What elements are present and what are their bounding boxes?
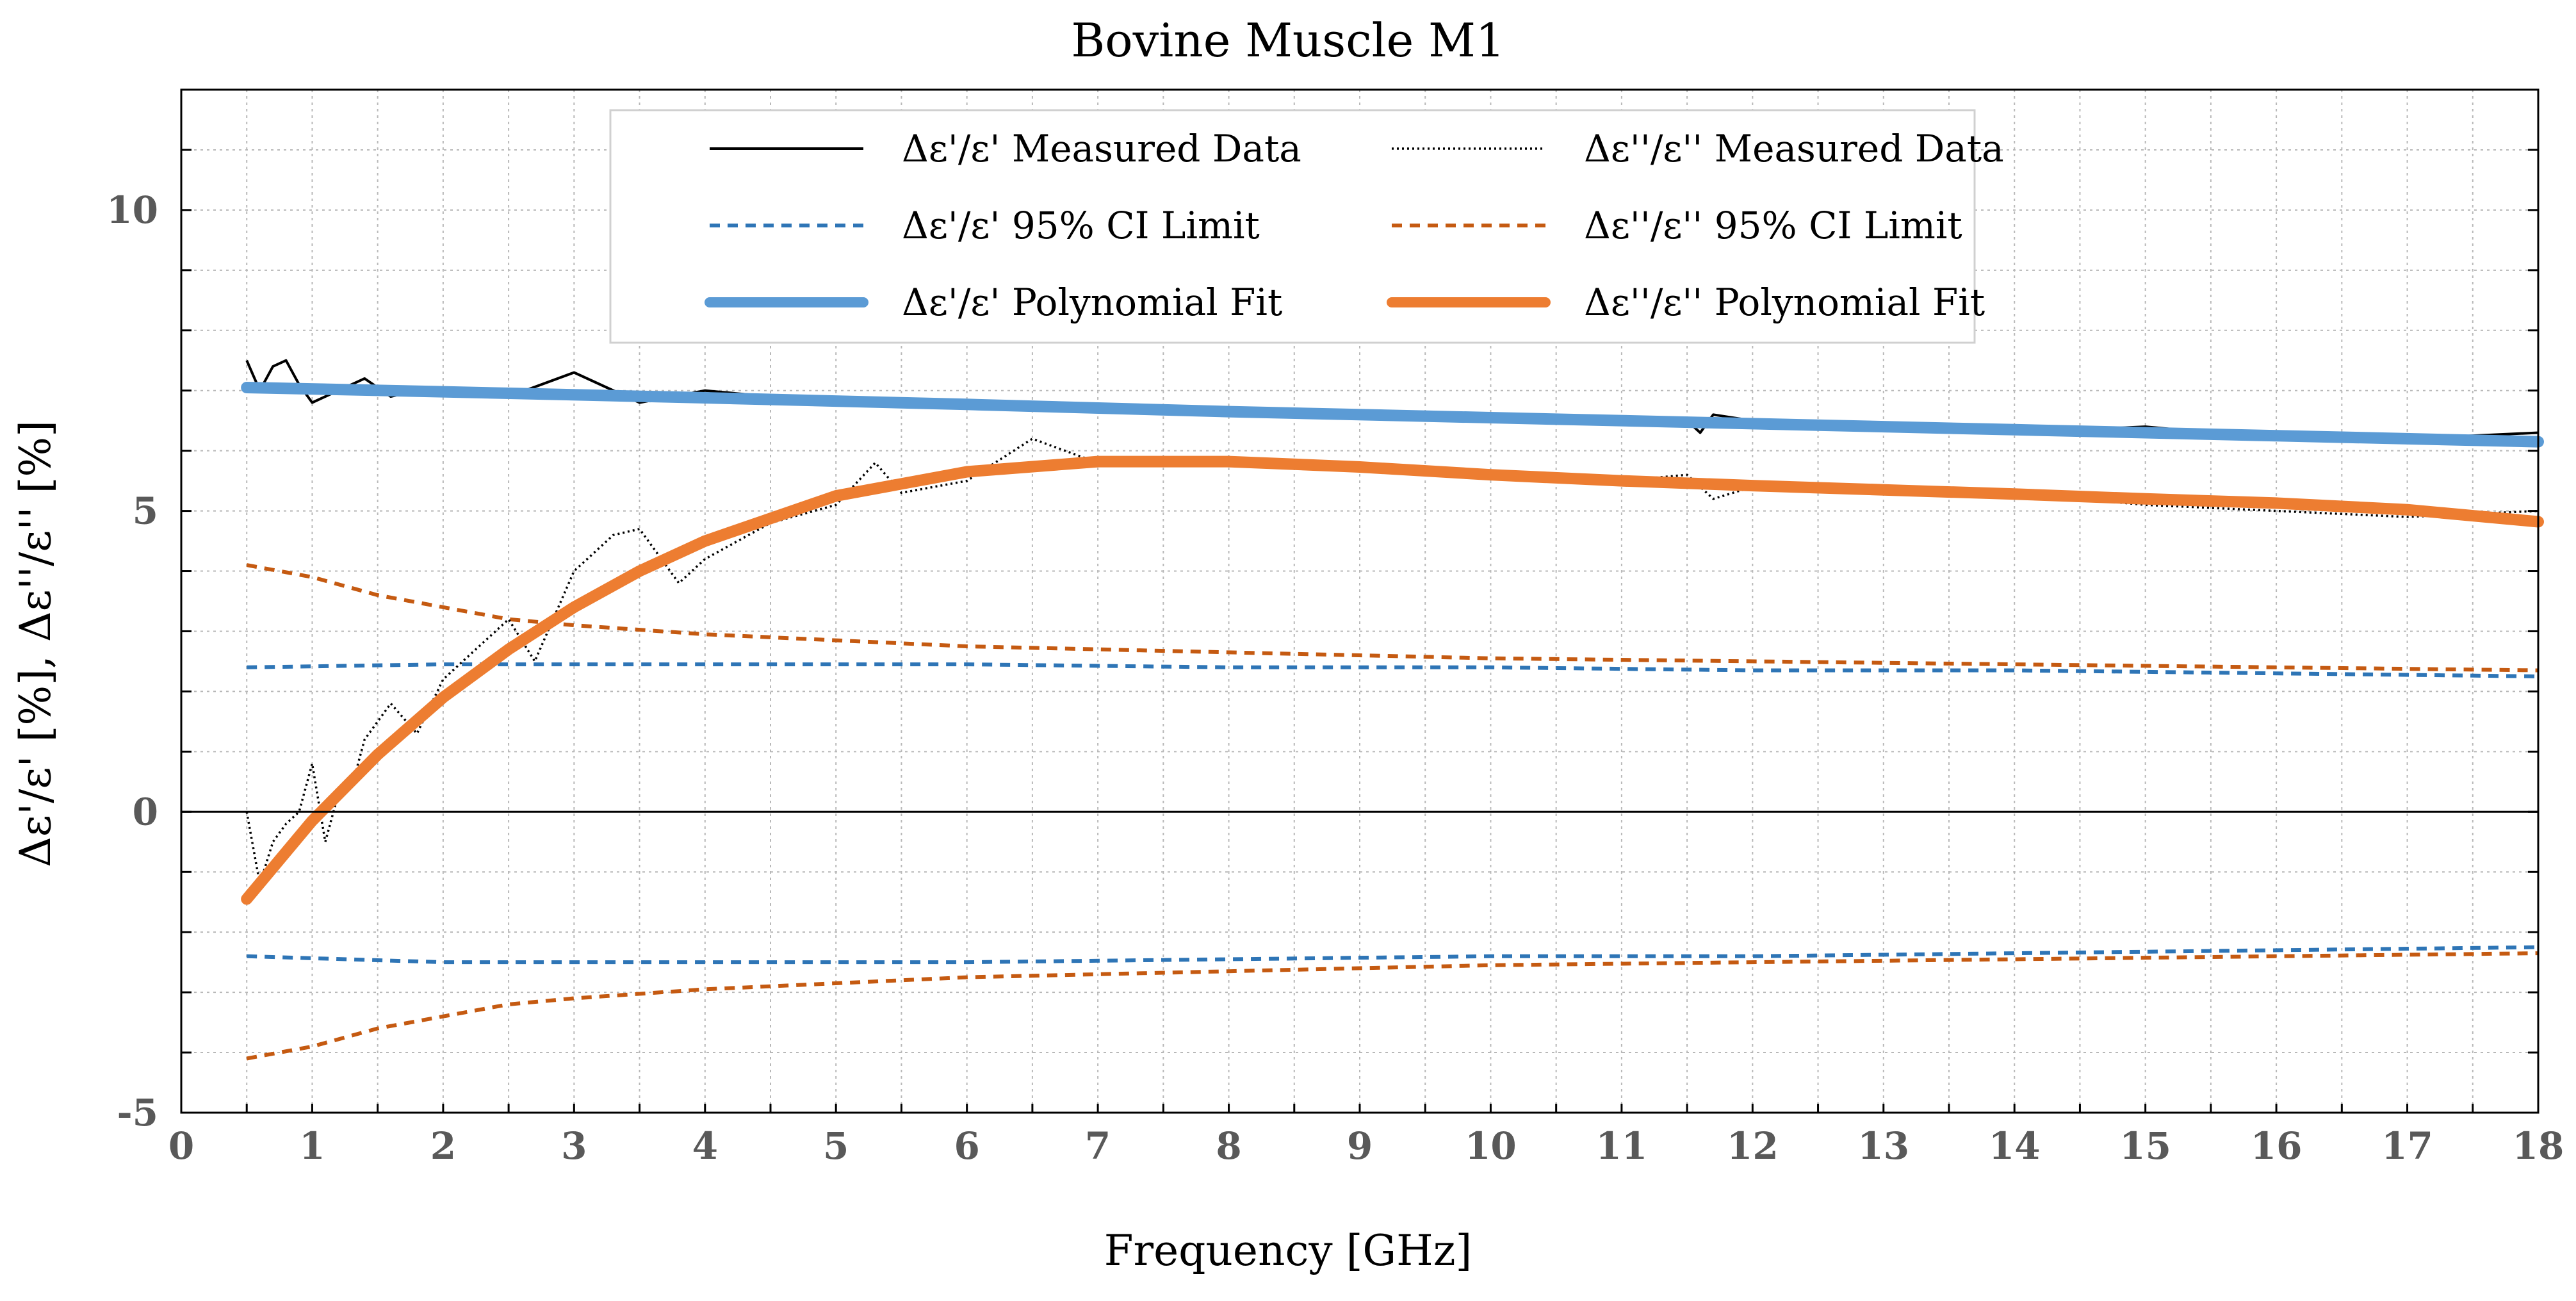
x-tick-label: 15 <box>2119 1124 2171 1168</box>
x-tick-label: 10 <box>1465 1124 1517 1168</box>
x-tick-label: 13 <box>1857 1124 1909 1168</box>
series-eps2-fit <box>241 455 2544 905</box>
x-tick-label: 5 <box>823 1124 849 1168</box>
legend-label: Δε''/ε'' Polynomial Fit <box>1584 281 1985 324</box>
x-tick-label: 4 <box>692 1124 718 1168</box>
x-tick-label: 9 <box>1347 1124 1373 1168</box>
legend-label: Δε'/ε' Measured Data <box>902 127 1301 170</box>
x-tick-label: 11 <box>1596 1124 1648 1168</box>
series-layer <box>241 359 2544 1061</box>
y-tick-label: 0 <box>133 790 158 833</box>
x-axis-title: Frequency [GHz] <box>1104 1226 1472 1275</box>
legend-label: Δε''/ε'' Measured Data <box>1584 127 2004 170</box>
series-eps1-ci-upper <box>247 662 2539 678</box>
series-eps2-ci-upper <box>246 563 2539 673</box>
x-tick-label: 1 <box>299 1124 325 1168</box>
legend-label: Δε''/ε'' 95% CI Limit <box>1584 204 1962 247</box>
y-tick-label: 10 <box>106 188 158 232</box>
y-axis-title: Δε'/ε' [%], Δε''/ε'' [%] <box>11 420 60 867</box>
legend-layer: Δε'/ε' Measured Data Δε''/ε'' Measured Da… <box>609 109 2004 344</box>
x-tick-label: 17 <box>2381 1124 2433 1168</box>
x-tick-label: 14 <box>1989 1124 2041 1168</box>
x-tick-label: 8 <box>1216 1124 1241 1168</box>
series-eps1-fit <box>241 382 2544 448</box>
x-tick-label: 18 <box>2513 1124 2564 1168</box>
x-tick-label: 7 <box>1085 1124 1111 1168</box>
x-tick-label: 3 <box>561 1124 587 1168</box>
y-tick-label: -5 <box>117 1091 158 1134</box>
x-tick-label: 12 <box>1727 1124 1779 1168</box>
legend-label: Δε'/ε' 95% CI Limit <box>902 204 1260 247</box>
x-tick-label: 0 <box>168 1124 194 1168</box>
series-eps1-ci-lower <box>247 945 2539 965</box>
x-tick-label: 2 <box>430 1124 456 1168</box>
legend-label: Δε'/ε' Polynomial Fit <box>902 281 1282 324</box>
chart-title: Bovine Muscle M1 <box>1071 13 1504 67</box>
series-eps2-ci-lower <box>246 951 2539 1061</box>
y-tick-label: 5 <box>133 489 158 533</box>
x-tick-label: 16 <box>2251 1124 2303 1168</box>
x-tick-label: 6 <box>954 1124 979 1168</box>
